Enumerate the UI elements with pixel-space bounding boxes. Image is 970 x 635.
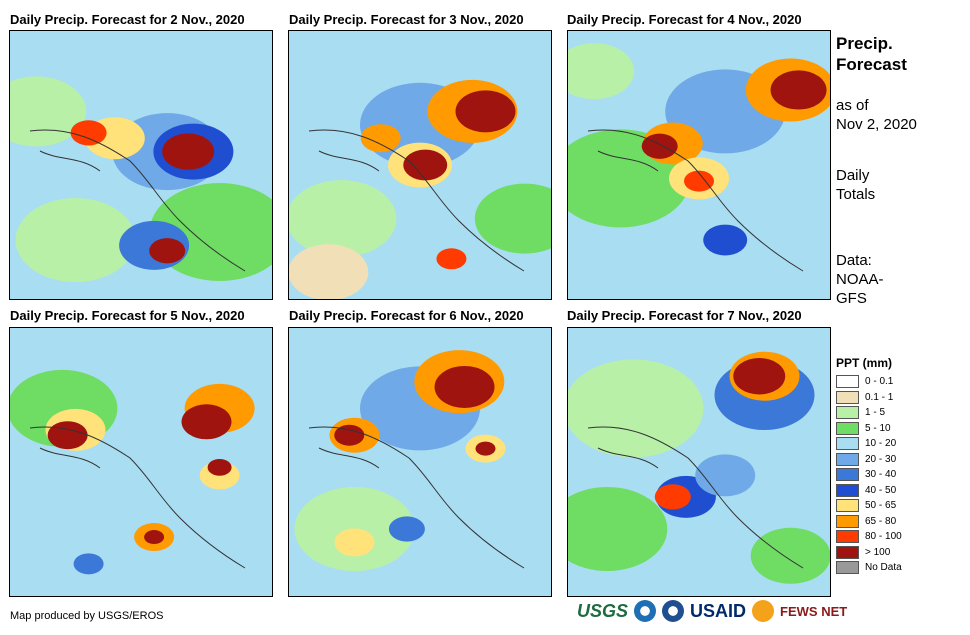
legend-item: 65 - 80	[836, 514, 902, 530]
legend-swatch	[836, 514, 859, 528]
legend-label: 0 - 0.1	[865, 376, 894, 388]
precip-field	[289, 328, 551, 596]
daily-totals-line2: Totals	[836, 186, 876, 203]
as-of-line2: Nov 2, 2020	[836, 116, 917, 133]
legend-swatch	[836, 468, 859, 482]
panel-title-2: Daily Precip. Forecast for 3 Nov., 2020	[289, 12, 524, 27]
legend-item: No Data	[836, 560, 902, 576]
legend-item: 10 - 20	[836, 436, 902, 452]
legend-item: 0 - 0.1	[836, 374, 902, 390]
legend-label: No Data	[865, 562, 902, 574]
side-title-line2: Forecast	[836, 55, 907, 74]
forecast-map-1	[9, 30, 273, 300]
legend-swatch	[836, 375, 859, 389]
usaid-logo: USAID	[690, 600, 747, 621]
precip-field	[568, 328, 830, 596]
legend-label: 1 - 5	[865, 407, 886, 419]
precip-field	[10, 328, 272, 596]
daily-totals-line1: Daily	[836, 167, 870, 184]
data-source-line3: GFS	[836, 290, 867, 307]
legend-title: PPT (mm)	[836, 356, 893, 370]
legend-label: 5 - 10	[865, 422, 891, 434]
legend-item: 40 - 50	[836, 483, 902, 499]
precip-field	[10, 31, 272, 299]
legend-swatch	[836, 545, 859, 559]
forecast-map-4	[9, 327, 273, 597]
legend-swatch	[836, 437, 859, 451]
panel-title-6: Daily Precip. Forecast for 7 Nov., 2020	[567, 308, 802, 323]
panel-title-5: Daily Precip. Forecast for 6 Nov., 2020	[289, 308, 524, 323]
panel-title-1: Daily Precip. Forecast for 2 Nov., 2020	[10, 12, 245, 27]
noaa-logo-icon	[634, 600, 657, 622]
map-credit: Map produced by USGS/EROS	[10, 610, 164, 622]
legend-label: 50 - 65	[865, 500, 897, 512]
legend-item: > 100	[836, 545, 902, 561]
forecast-map-6	[567, 327, 831, 597]
precip-field	[568, 31, 830, 299]
legend-label: 65 - 80	[865, 515, 897, 527]
legend-swatch	[836, 421, 859, 435]
nasa-logo-icon	[662, 600, 685, 622]
legend-label: 80 - 100	[865, 531, 902, 543]
legend-item: 20 - 30	[836, 452, 902, 468]
legend-swatch	[836, 390, 859, 404]
fews-net-logo-icon	[752, 600, 775, 622]
panel-title-4: Daily Precip. Forecast for 5 Nov., 2020	[10, 308, 245, 323]
legend-swatch	[836, 530, 859, 544]
legend-label: 20 - 30	[865, 453, 897, 465]
legend-swatch	[836, 499, 859, 513]
usgs-logo: USGS	[577, 600, 629, 621]
forecast-map-5	[288, 327, 552, 597]
legend-item: 30 - 40	[836, 467, 902, 483]
legend-label: 30 - 40	[865, 469, 897, 481]
panel-title-3: Daily Precip. Forecast for 4 Nov., 2020	[567, 12, 802, 27]
legend: 0 - 0.1 0.1 - 1 1 - 5 5 - 10 10 - 20 20 - 30 3…	[836, 374, 902, 576]
as-of-date: as of Nov 2, 2020	[836, 96, 917, 134]
logo-strip: USGS USAID FEWS NET	[577, 600, 847, 622]
legend-item: 50 - 65	[836, 498, 902, 514]
side-title: Precip. Forecast	[836, 33, 907, 75]
data-source-line1: Data:	[836, 252, 872, 269]
data-source-line2: NOAA-	[836, 271, 884, 288]
legend-item: 5 - 10	[836, 421, 902, 437]
legend-label: 10 - 20	[865, 438, 897, 450]
forecast-map-2	[288, 30, 552, 300]
as-of-line1: as of	[836, 97, 869, 114]
legend-label: > 100	[865, 546, 891, 558]
legend-swatch	[836, 561, 859, 575]
legend-swatch	[836, 452, 859, 466]
legend-item: 1 - 5	[836, 405, 902, 421]
precip-field	[289, 31, 551, 299]
legend-swatch	[836, 406, 859, 420]
daily-totals: Daily Totals	[836, 166, 875, 204]
data-source: Data: NOAA- GFS	[836, 251, 884, 308]
legend-item: 0.1 - 1	[836, 390, 902, 406]
forecast-map-3	[567, 30, 831, 300]
legend-label: 0.1 - 1	[865, 391, 894, 403]
side-title-line1: Precip.	[836, 34, 893, 53]
fews-net-logo: FEWS NET	[780, 603, 848, 619]
legend-label: 40 - 50	[865, 484, 897, 496]
legend-item: 80 - 100	[836, 529, 902, 545]
legend-swatch	[836, 483, 859, 497]
